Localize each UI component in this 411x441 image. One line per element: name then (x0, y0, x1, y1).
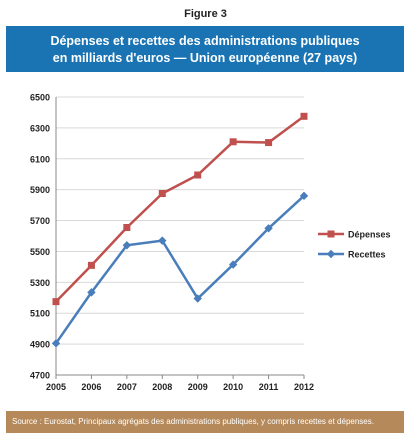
figure-label: Figure 3 (184, 8, 227, 20)
data-point-depenses (194, 171, 202, 179)
data-point-depenses (265, 139, 273, 147)
y-tick-label: 5300 (30, 278, 50, 288)
y-tick-label: 5700 (30, 216, 50, 226)
y-tick-label: 6300 (30, 123, 50, 133)
data-point-depenses (52, 298, 60, 306)
data-point-depenses (229, 138, 237, 146)
legend-marker-recettes (326, 249, 336, 259)
y-tick-label: 5500 (30, 247, 50, 257)
data-point-depenses (123, 224, 131, 232)
source-note: Source : Eurostat, Principaux agrégats d… (6, 411, 404, 433)
x-tick-label: 2007 (117, 382, 137, 392)
legend-marker-depenses (327, 230, 335, 238)
x-tick-label: 2009 (188, 382, 208, 392)
y-tick-label: 4700 (30, 371, 50, 381)
series-line-recettes (54, 194, 305, 345)
data-point-recettes (51, 339, 61, 348)
data-point-depenses (87, 261, 95, 269)
legend-label-recettes: Recettes (348, 250, 386, 260)
x-tick-label: 2011 (259, 382, 279, 392)
chart-title-band: Dépenses et recettes des administrations… (6, 26, 404, 72)
data-point-recettes (158, 236, 167, 245)
data-point-depenses (158, 190, 166, 198)
y-tick-label: 5100 (30, 309, 50, 319)
x-tick-label: 2005 (46, 382, 66, 392)
data-point-recettes (228, 260, 238, 269)
data-point-recettes (193, 294, 202, 303)
line-chart: 4700 4900 5100 5300 5500 5700 5900 6100 6300 6500… (30, 93, 391, 393)
series-line-depenses (55, 115, 305, 303)
legend-label-depenses: Dépenses (348, 230, 391, 240)
y-tick-label: 4900 (30, 340, 50, 350)
y-tick-label: 6100 (30, 154, 50, 164)
chart-title-line-1: Dépenses et recettes des administrations… (50, 34, 360, 48)
y-tick-label: 5900 (30, 185, 50, 195)
x-tick-label: 2010 (223, 382, 243, 392)
data-point-recettes (299, 191, 309, 201)
chart-area: 4700 4900 5100 5300 5500 5700 5900 6100 6300 6500… (6, 80, 404, 402)
y-tick-label: 6500 (30, 93, 50, 103)
x-tick-label: 2012 (294, 382, 314, 392)
data-point-recettes (122, 241, 132, 250)
data-point-depenses (300, 112, 308, 120)
x-tick-label: 2006 (81, 382, 101, 392)
chart-title-line-2: en milliards d'euros — Union européenne … (52, 51, 358, 65)
x-tick-label: 2008 (152, 382, 172, 392)
data-point-recettes (264, 224, 273, 233)
